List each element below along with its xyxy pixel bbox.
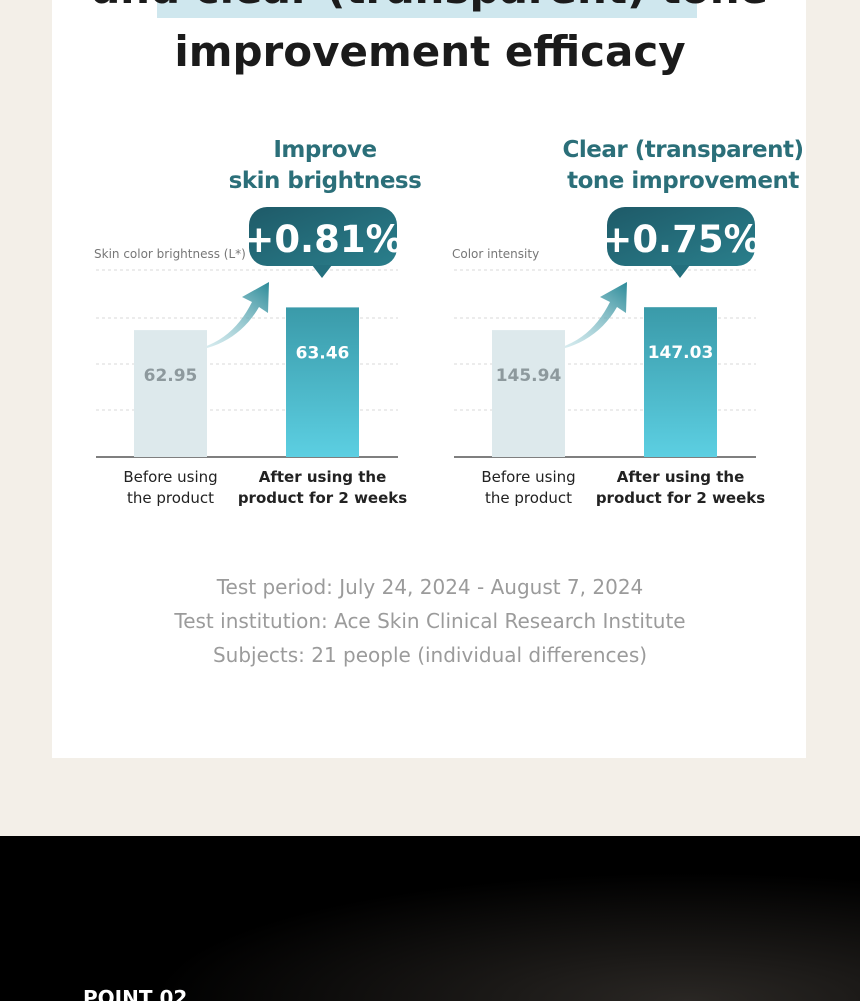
title-line: improvement efficacy	[174, 27, 686, 76]
section-label: POINT 02	[83, 986, 188, 1001]
next-section	[0, 836, 860, 1001]
bar	[134, 330, 207, 457]
value-label: 62.95	[144, 366, 198, 386]
category-label: Before using the product	[481, 468, 576, 507]
bar	[644, 307, 717, 457]
highlight-badge	[607, 207, 755, 266]
title-highlight	[157, 0, 697, 18]
chart-heading: tone improvement	[567, 168, 799, 194]
chart-heading: Improve	[273, 137, 377, 163]
chart-heading: Clear (transparent)	[562, 137, 804, 163]
category-label: Before using the product	[123, 468, 218, 507]
trend-arrow	[178, 282, 269, 352]
bar	[286, 307, 359, 457]
category-label: After using the product for 2 weeks	[595, 468, 766, 507]
badge-pointer	[312, 265, 332, 278]
value-label: 147.03	[648, 343, 714, 363]
test-note: Test period: July 24, 2024 - August 7, 2…	[216, 575, 644, 599]
axis-label: Skin color brightness (L*)	[94, 247, 246, 261]
value-label: 145.94	[496, 366, 562, 386]
highlight-badge	[249, 207, 397, 266]
test-note: Test institution: Ace Skin Clinical Rese…	[174, 609, 686, 633]
highlight-value: +0.81%	[243, 218, 402, 261]
title-line: and clear (transparent) tone	[0, 0, 860, 14]
axis-label: Color intensity	[452, 247, 540, 261]
category-label: After using the product for 2 weeks	[237, 468, 408, 507]
chart-heading: skin brightness	[228, 168, 422, 194]
badge-pointer	[670, 265, 690, 278]
highlight-value: +0.75%	[601, 218, 760, 261]
bar	[492, 330, 565, 457]
trend-arrow	[536, 282, 627, 352]
value-label: 63.46	[296, 343, 350, 363]
test-note: Subjects: 21 people (individual differen…	[212, 643, 648, 667]
